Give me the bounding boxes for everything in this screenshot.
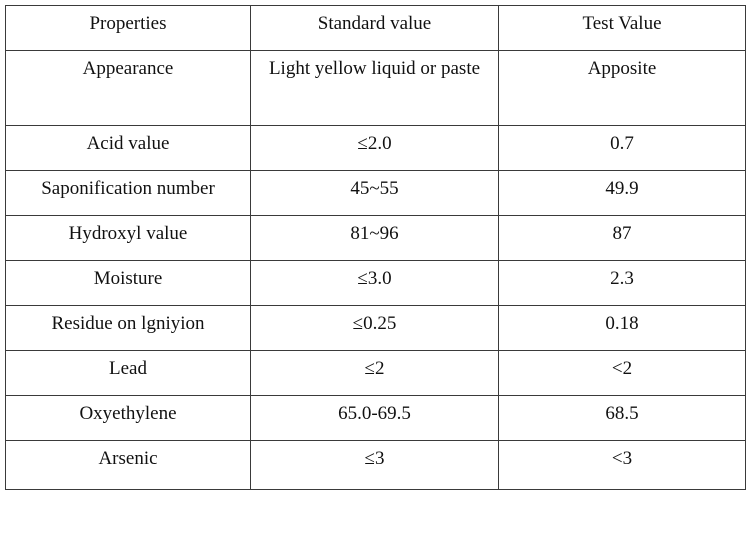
standard-value-cell: ≤2	[250, 350, 499, 396]
table-row: Residue on lgniyion ≤0.25 0.18	[5, 305, 746, 351]
table-row: Arsenic ≤3 <3	[5, 440, 746, 490]
standard-value-cell: Light yellow liquid or paste	[250, 50, 499, 126]
header-properties: Properties	[5, 5, 251, 51]
table-row: Oxyethylene 65.0-69.5 68.5	[5, 395, 746, 441]
table-row: Appearance Light yellow liquid or paste …	[5, 50, 746, 126]
standard-value-cell: 65.0-69.5	[250, 395, 499, 441]
test-value-cell: 68.5	[498, 395, 746, 441]
test-value-cell: <3	[498, 440, 746, 490]
standard-value-cell: ≤0.25	[250, 305, 499, 351]
table-row: Acid value ≤2.0 0.7	[5, 125, 746, 171]
property-cell: Oxyethylene	[5, 395, 251, 441]
property-cell: Hydroxyl value	[5, 215, 251, 261]
property-cell: Lead	[5, 350, 251, 396]
test-value-cell: <2	[498, 350, 746, 396]
standard-value-cell: ≤3.0	[250, 260, 499, 306]
property-cell: Residue on lgniyion	[5, 305, 251, 351]
header-standard-value: Standard value	[250, 5, 499, 51]
test-value-cell: 87	[498, 215, 746, 261]
table-header-row: Properties Standard value Test Value	[5, 5, 746, 51]
test-value-cell: 0.7	[498, 125, 746, 171]
table-row: Moisture ≤3.0 2.3	[5, 260, 746, 306]
standard-value-cell: ≤3	[250, 440, 499, 490]
property-cell: Saponification number	[5, 170, 251, 216]
property-cell: Acid value	[5, 125, 251, 171]
header-test-value: Test Value	[498, 5, 746, 51]
test-value-cell: 0.18	[498, 305, 746, 351]
property-cell: Moisture	[5, 260, 251, 306]
standard-value-cell: 45~55	[250, 170, 499, 216]
standard-value-cell: ≤2.0	[250, 125, 499, 171]
specification-table: Properties Standard value Test Value App…	[5, 5, 746, 490]
table-row: Lead ≤2 <2	[5, 350, 746, 396]
test-value-cell: Apposite	[498, 50, 746, 126]
test-value-cell: 49.9	[498, 170, 746, 216]
test-value-cell: 2.3	[498, 260, 746, 306]
property-cell: Appearance	[5, 50, 251, 126]
property-cell: Arsenic	[5, 440, 251, 490]
table-row: Saponification number 45~55 49.9	[5, 170, 746, 216]
standard-value-cell: 81~96	[250, 215, 499, 261]
table-row: Hydroxyl value 81~96 87	[5, 215, 746, 261]
